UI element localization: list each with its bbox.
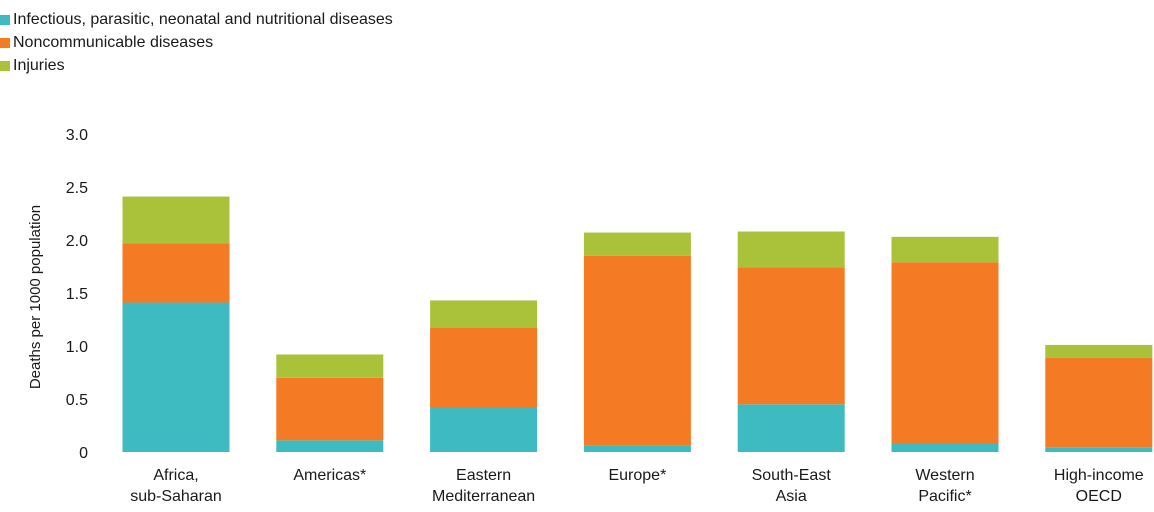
legend-label: Noncommunicable diseases — [13, 33, 214, 51]
x-tick-label: High-income OECD — [1054, 467, 1144, 505]
bar-segment — [1045, 447, 1153, 452]
bar-segment — [891, 262, 999, 444]
bar-segment — [430, 300, 538, 328]
y-axis-label-group: Deaths per 1000 population — [27, 205, 44, 389]
bar-segment — [737, 404, 845, 452]
bar-segment — [430, 327, 538, 408]
y-tick-label: 2.0 — [66, 233, 88, 250]
bar-segment — [276, 354, 384, 378]
x-tick-label: Americas* — [293, 467, 366, 484]
y-tick-label: 0.5 — [66, 392, 88, 409]
x-tick-label: Eastern Mediterranean — [432, 467, 535, 505]
x-tick-label-line: South-East — [752, 467, 832, 484]
x-tick-label-line: sub-Saharan — [130, 488, 222, 505]
x-tick-label: Western Pacific* — [915, 467, 974, 505]
x-tick-label: Africa, sub-Saharan — [130, 467, 222, 505]
legend-label: Infectious, parasitic, neonatal and nutr… — [13, 10, 393, 28]
legend-swatch — [0, 14, 10, 25]
legend-item: Injuries — [0, 54, 393, 77]
bar-segment — [737, 231, 845, 268]
bars — [122, 196, 1153, 452]
legend-item: Noncommunicable diseases — [0, 31, 393, 54]
y-tick-label: 3.0 — [66, 127, 88, 144]
legend: Infectious, parasitic, neonatal and nutr… — [0, 8, 393, 77]
bar-segment — [122, 196, 230, 244]
bar-segment — [583, 445, 691, 452]
x-tick-label-line: High-income — [1054, 467, 1144, 484]
x-tick-label: South-East Asia — [752, 467, 832, 505]
x-tick-label-line: OECD — [1076, 488, 1122, 505]
x-tick-label-line: Africa, — [153, 467, 198, 484]
bar-segment — [430, 407, 538, 452]
bar-segment — [1045, 344, 1153, 358]
y-tick-label: 1.5 — [66, 286, 88, 303]
bar-segment — [122, 302, 230, 452]
x-tick-label-line: Asia — [776, 488, 807, 505]
y-tick-label: 0 — [79, 445, 88, 462]
x-tick-label-line: Pacific* — [918, 488, 971, 505]
bar-segment — [122, 243, 230, 303]
y-tick-label: 2.5 — [66, 180, 88, 197]
x-ticks: Africa, sub-Saharan Americas* Eastern Medite… — [130, 467, 1144, 505]
bar-segment — [737, 267, 845, 405]
bar-segment — [891, 443, 999, 452]
y-ticks: 0 0.5 1.0 1.5 2.0 2.5 3.0 — [66, 127, 88, 462]
bar-segment — [1045, 357, 1153, 448]
x-tick-label-line: Europe* — [608, 467, 666, 484]
bar-segment — [891, 236, 999, 263]
x-tick-label: Europe* — [608, 467, 666, 484]
bar-segment — [583, 232, 691, 256]
y-tick-label: 1.0 — [66, 339, 88, 356]
x-tick-label-line: Mediterranean — [432, 488, 535, 505]
bar-segment — [276, 377, 384, 441]
y-axis-label: Deaths per 1000 population — [27, 205, 44, 389]
x-tick-label-line: Western — [915, 467, 974, 484]
x-tick-label-line: Eastern — [456, 467, 511, 484]
legend-item: Infectious, parasitic, neonatal and nutr… — [0, 8, 393, 31]
legend-swatch — [0, 37, 10, 48]
bar-segment — [276, 440, 384, 452]
bar-segment — [583, 255, 691, 446]
legend-label: Injuries — [13, 56, 65, 74]
legend-swatch — [0, 60, 10, 71]
x-tick-label-line: Americas* — [293, 467, 366, 484]
